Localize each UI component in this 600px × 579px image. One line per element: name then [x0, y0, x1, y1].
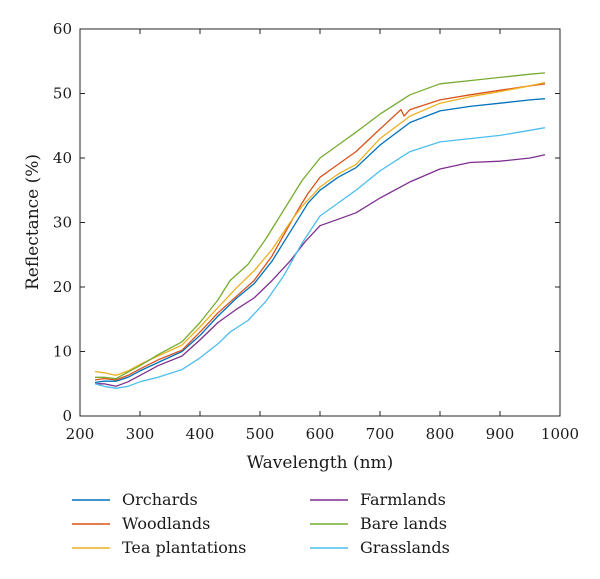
x-tick-label: 900 [486, 425, 515, 443]
plot-frame [79, 28, 561, 417]
legend-entry-label: Tea plantations [122, 538, 246, 557]
x-tick-label: 1000 [541, 425, 579, 443]
legend-entry-label: Farmlands [360, 490, 446, 509]
x-tick-label: 700 [366, 425, 395, 443]
y-axis-label: Reflectance (%) [23, 154, 43, 290]
x-axis-label: Wavelength (nm) [247, 453, 394, 473]
series-line-orchards [94, 98, 546, 384]
x-tick-label: 500 [246, 425, 275, 443]
legend-entry-label: Grasslands [360, 538, 450, 557]
x-tick-label: 300 [126, 425, 155, 443]
y-tick-label: 10 [53, 343, 72, 361]
y-tick-label: 60 [53, 20, 72, 38]
series-line-woodlands [94, 83, 546, 381]
series-line-farmlands [95, 154, 546, 387]
series-layer [94, 72, 546, 389]
y-tick-label: 0 [62, 407, 72, 425]
y-axis-ticks: 0 10 20 30 40 50 60 [53, 20, 560, 425]
x-tick-label: 400 [186, 425, 215, 443]
x-tick-label: 200 [66, 425, 95, 443]
series-line-bare-lands [95, 72, 546, 380]
y-tick-label: 20 [53, 278, 72, 296]
x-tick-label: 600 [306, 425, 335, 443]
series-line-grasslands [94, 127, 546, 389]
x-tick-label: 800 [426, 425, 455, 443]
legend: Orchards Woodlands Tea plantations Farmland… [72, 490, 450, 557]
x-axis-ticks: 200 300 400 500 600 700 800 900 1000 [66, 29, 579, 443]
legend-entry-label: Woodlands [122, 514, 210, 533]
y-tick-label: 30 [53, 214, 72, 232]
legend-entry-label: Orchards [122, 490, 198, 509]
y-tick-label: 50 [53, 85, 72, 103]
legend-entry-label: Bare lands [360, 514, 447, 533]
y-tick-label: 40 [53, 149, 72, 167]
series-line-tea-plantations [94, 81, 546, 377]
